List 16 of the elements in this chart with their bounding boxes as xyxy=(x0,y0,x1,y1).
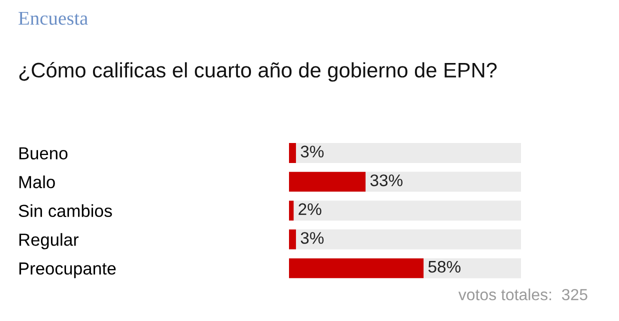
bar xyxy=(289,229,296,250)
data-label: 3% xyxy=(300,232,324,244)
chart-subtitle: ¿Cómo calificas el cuarto año de gobierno de EPN? xyxy=(19,62,497,82)
data-label: 58% xyxy=(428,260,460,273)
y-tick-label: Preocupante xyxy=(19,262,116,278)
y-tick-label: Regular xyxy=(19,233,79,250)
data-label: 33% xyxy=(370,174,402,186)
y-tick-label: Sin cambios xyxy=(18,204,112,218)
text: Encuesta xyxy=(18,12,88,25)
y-tick-label: Malo xyxy=(19,176,55,188)
bar xyxy=(289,143,296,163)
text: votos totales: 325 xyxy=(458,288,588,300)
y-tick-label: Bueno xyxy=(19,147,68,160)
bar xyxy=(289,200,294,221)
data-label: 2% xyxy=(298,203,322,216)
data-label: 3% xyxy=(300,146,324,158)
